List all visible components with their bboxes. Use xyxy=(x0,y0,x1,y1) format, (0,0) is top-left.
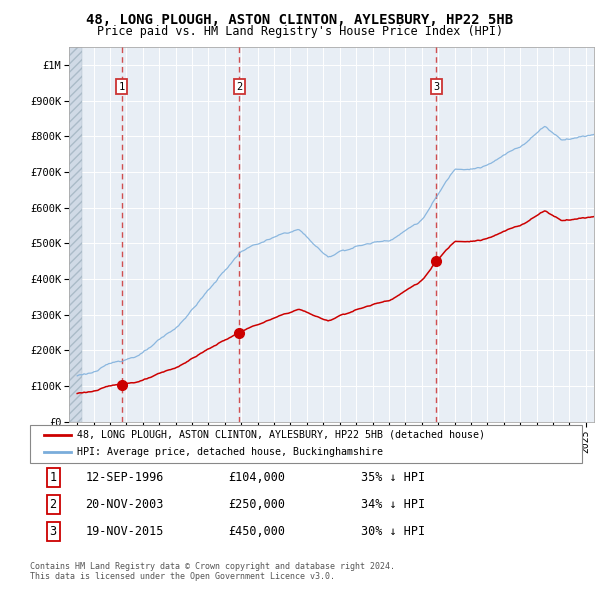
Text: 35% ↓ HPI: 35% ↓ HPI xyxy=(361,471,425,484)
Text: 20-NOV-2003: 20-NOV-2003 xyxy=(85,498,164,511)
Text: Price paid vs. HM Land Registry's House Price Index (HPI): Price paid vs. HM Land Registry's House … xyxy=(97,25,503,38)
Text: 48, LONG PLOUGH, ASTON CLINTON, AYLESBURY, HP22 5HB: 48, LONG PLOUGH, ASTON CLINTON, AYLESBUR… xyxy=(86,13,514,27)
Text: 2: 2 xyxy=(50,498,57,511)
Text: 19-NOV-2015: 19-NOV-2015 xyxy=(85,526,164,539)
Text: £250,000: £250,000 xyxy=(229,498,286,511)
Text: 30% ↓ HPI: 30% ↓ HPI xyxy=(361,526,425,539)
Bar xyxy=(69,47,82,422)
Text: 1: 1 xyxy=(119,81,125,91)
Text: Contains HM Land Registry data © Crown copyright and database right 2024.
This d: Contains HM Land Registry data © Crown c… xyxy=(30,562,395,581)
Text: 3: 3 xyxy=(50,526,57,539)
Text: £104,000: £104,000 xyxy=(229,471,286,484)
Text: 1: 1 xyxy=(50,471,57,484)
Text: 3: 3 xyxy=(433,81,439,91)
Text: 34% ↓ HPI: 34% ↓ HPI xyxy=(361,498,425,511)
FancyBboxPatch shape xyxy=(30,425,582,463)
Text: 2: 2 xyxy=(236,81,242,91)
Text: 48, LONG PLOUGH, ASTON CLINTON, AYLESBURY, HP22 5HB (detached house): 48, LONG PLOUGH, ASTON CLINTON, AYLESBUR… xyxy=(77,430,485,440)
Text: HPI: Average price, detached house, Buckinghamshire: HPI: Average price, detached house, Buck… xyxy=(77,447,383,457)
Text: 12-SEP-1996: 12-SEP-1996 xyxy=(85,471,164,484)
Text: £450,000: £450,000 xyxy=(229,526,286,539)
